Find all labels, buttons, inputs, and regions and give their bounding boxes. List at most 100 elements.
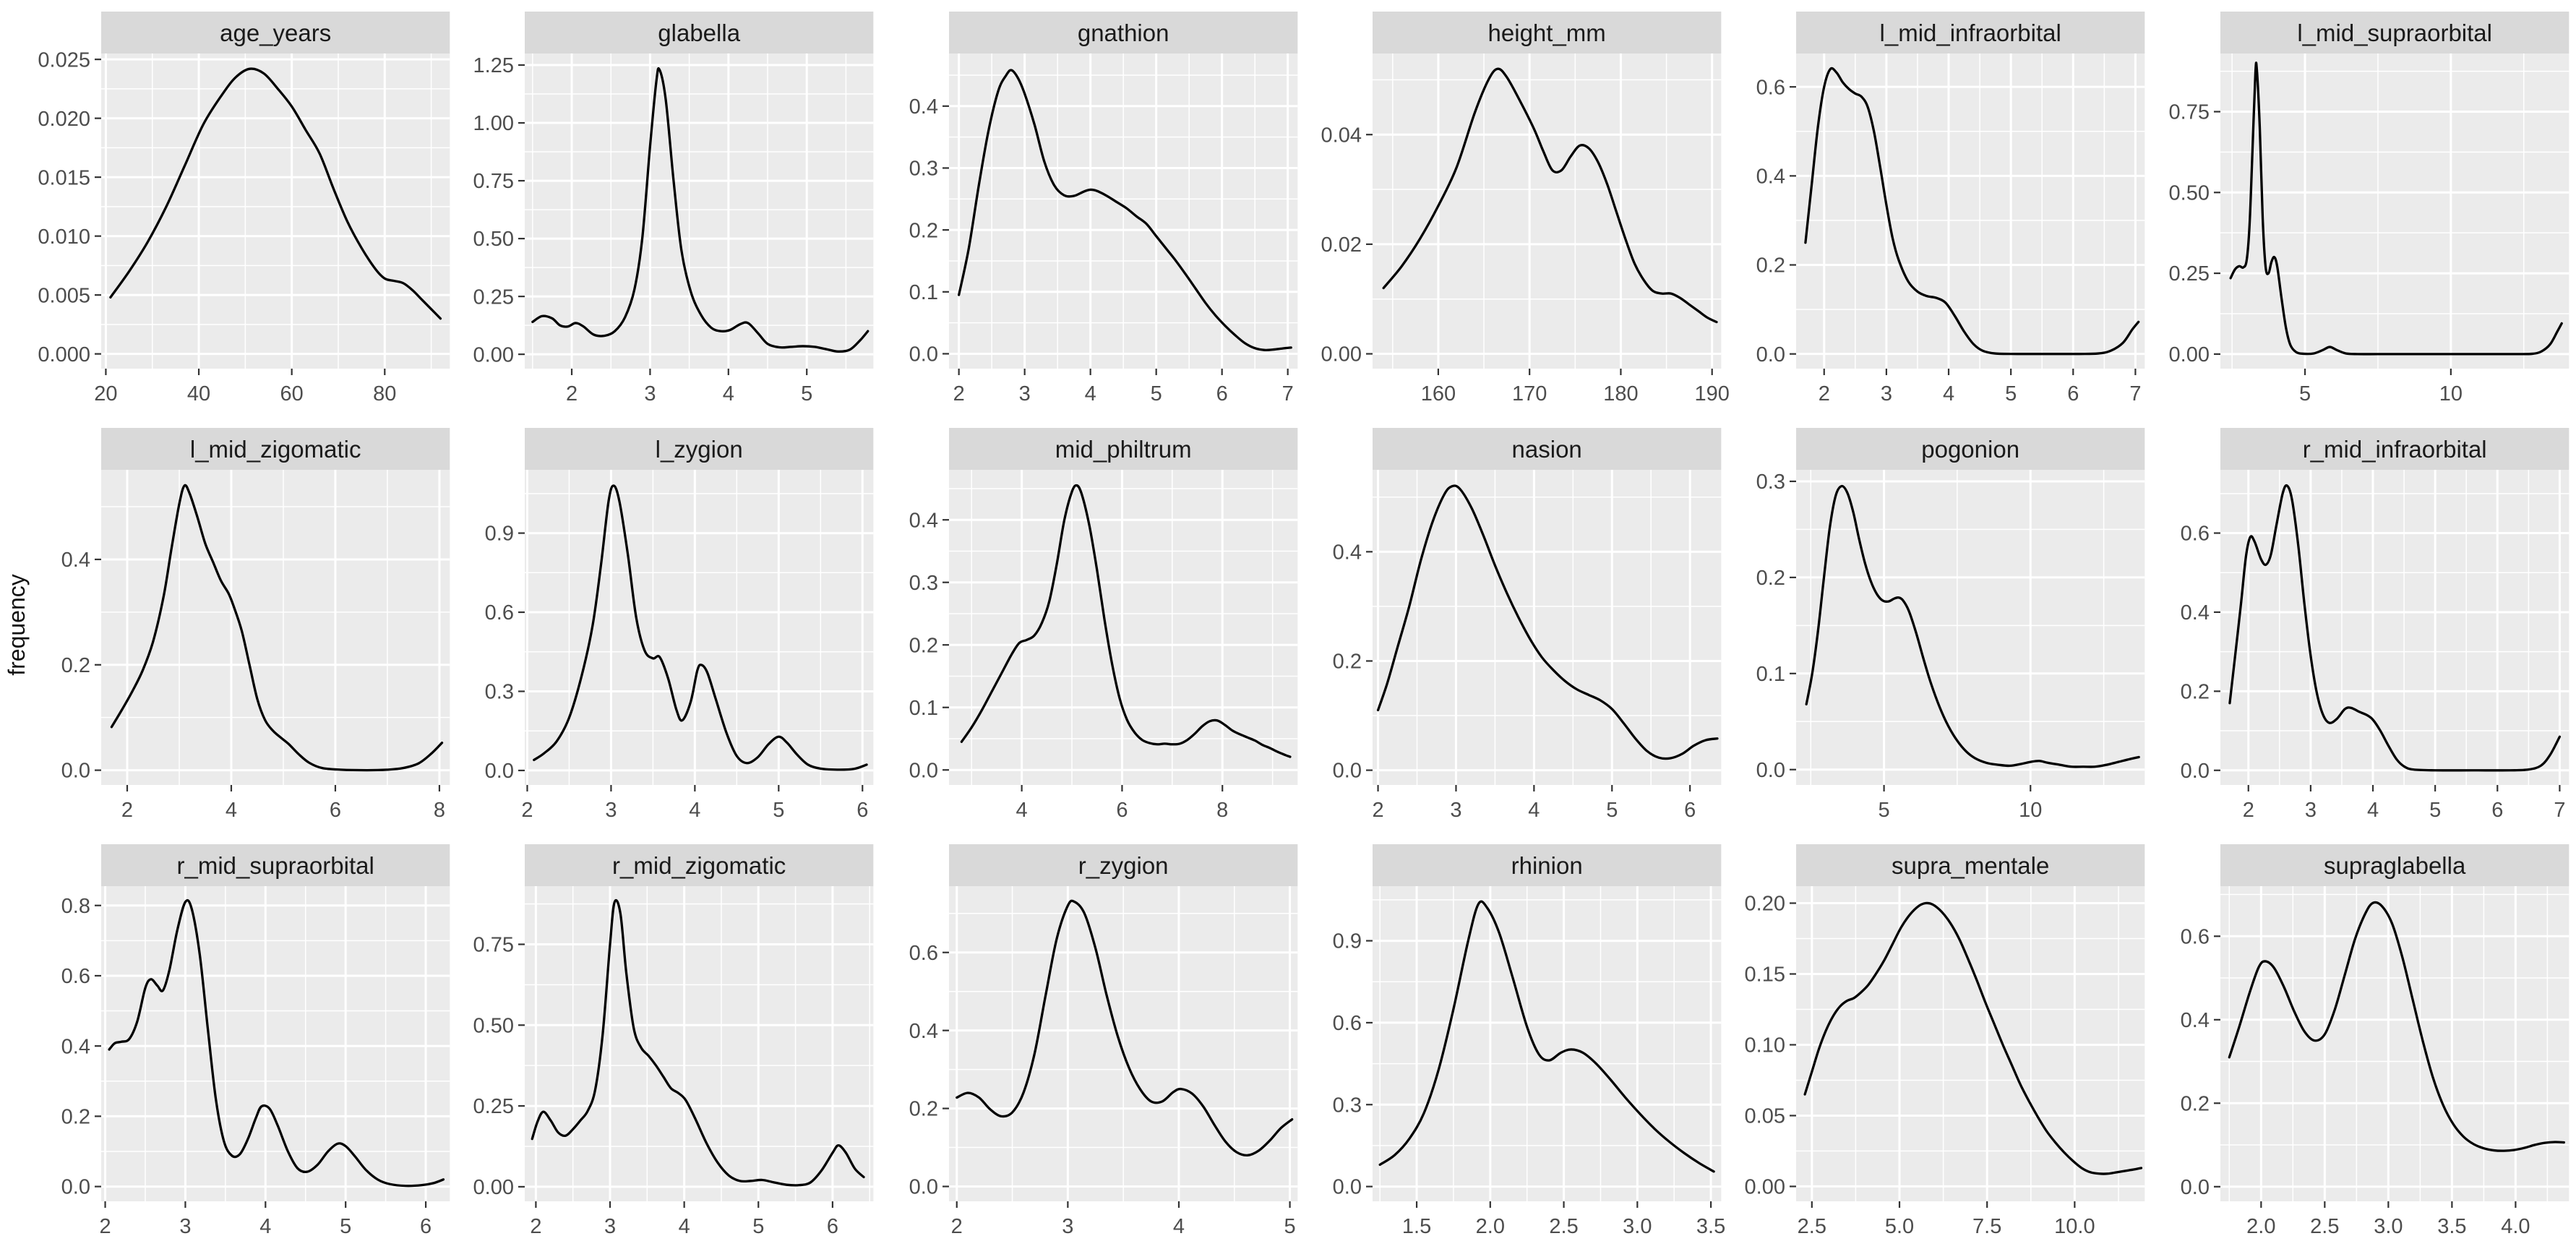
facet-strip	[948, 844, 1297, 886]
strip-title: age_years	[220, 20, 331, 46]
facet-strip	[2220, 844, 2569, 886]
strip-title: r_mid_infraorbital	[2302, 436, 2486, 463]
x-tick-label: 6	[857, 799, 869, 822]
x-tick-label: 6	[2491, 799, 2503, 822]
facet-panel-nasion: 0.0 0.2 0.4 2 3 4 5 6 nasion	[1333, 428, 1722, 822]
facet-strip	[2220, 428, 2569, 470]
y-tick-label: 0.3	[1756, 471, 1785, 494]
facet-strip	[1796, 428, 2145, 470]
facet-strip	[1796, 12, 2145, 53]
x-tick-label: 8	[1216, 799, 1228, 822]
y-tick-label: 0.0	[1756, 759, 1785, 782]
y-axis-title-container: frequency	[0, 0, 33, 1249]
y-tick-label: 0.00	[473, 343, 514, 366]
x-tick-label: 4	[2367, 799, 2379, 822]
x-tick-label: 170	[1512, 382, 1547, 405]
y-tick-label: 0.0	[1756, 343, 1785, 366]
y-tick-label: 0.25	[473, 286, 514, 309]
panel-background	[1373, 53, 1722, 369]
x-tick-label: 3	[179, 1215, 191, 1238]
x-tick-label: 7	[2130, 382, 2142, 405]
x-tick-label: 4	[723, 382, 734, 405]
density-curve	[108, 898, 445, 1188]
y-tick-label: 0.10	[1745, 1034, 1785, 1057]
panel-background	[101, 53, 450, 369]
facet-panel-r-mid-infraorbital: 0.0 0.2 0.4 0.6 2 3 4 5 6 7 r_mid_infraorbital	[2180, 428, 2569, 822]
x-tick-label: 4	[226, 799, 237, 822]
strip-title: pogonion	[1922, 436, 2020, 463]
density-curve	[531, 898, 865, 1187]
y-tick-label: 0.00	[1321, 343, 1362, 366]
x-tick-label: 5	[1150, 382, 1162, 405]
x-tick-label: 7.5	[1972, 1215, 2001, 1238]
facet-panel-age-years: 0.000 0.005 0.010 0.015 0.020 0.025 20 40 60 80 ag…	[38, 12, 450, 405]
facet-strip	[1373, 428, 1722, 470]
y-tick-label: 0.0	[2180, 1176, 2209, 1199]
y-tick-label: 0.2	[909, 219, 937, 242]
x-tick-label: 4.0	[2501, 1215, 2530, 1238]
facet-strip	[525, 12, 874, 53]
density-curve	[533, 484, 869, 771]
strip-title: r_mid_supraorbital	[177, 852, 374, 879]
facet-strip	[525, 428, 874, 470]
density-curve	[1804, 66, 2140, 356]
x-tick-label: 5	[2299, 382, 2311, 405]
facet-strip	[948, 12, 1297, 53]
x-tick-label: 5	[1284, 1215, 1295, 1238]
y-tick-label: 0.4	[61, 1035, 90, 1058]
strip-title: l_mid_infraorbital	[1880, 20, 2061, 46]
x-tick-label: 6	[420, 1215, 432, 1238]
y-tick-label: 0.75	[2168, 101, 2209, 124]
x-tick-label: 6	[1684, 799, 1696, 822]
density-curve	[1376, 484, 1719, 760]
y-tick-label: 0.1	[909, 281, 937, 304]
x-tick-label: 3	[2304, 799, 2316, 822]
panel-background	[2220, 886, 2569, 1201]
y-tick-label: 0.6	[1756, 76, 1785, 99]
x-tick-label: 2	[950, 1215, 962, 1238]
strip-title: gnathion	[1078, 20, 1169, 46]
x-tick-label: 6	[1216, 382, 1227, 405]
y-tick-label: 0.4	[909, 95, 937, 119]
facet-strip	[948, 428, 1297, 470]
x-tick-label: 2.0	[2246, 1215, 2275, 1238]
x-tick-label: 3.0	[2374, 1215, 2403, 1238]
facet-strip	[1796, 844, 2145, 886]
x-tick-label: 10	[2439, 382, 2462, 405]
density-curve	[1805, 484, 2141, 768]
y-tick-label: 0.50	[473, 228, 514, 251]
x-tick-label: 3	[1018, 382, 1030, 405]
x-tick-label: 6	[827, 1215, 838, 1238]
x-tick-label: 6	[1116, 799, 1128, 822]
density-curve	[531, 66, 870, 353]
y-tick-label: 0.6	[909, 942, 937, 965]
y-tick-label: 0.4	[909, 1020, 937, 1043]
panel-background	[1796, 53, 2145, 369]
x-tick-label: 1.5	[1402, 1215, 1431, 1238]
strip-title: l_mid_supraorbital	[2297, 20, 2492, 46]
x-tick-label: 2.5	[1549, 1215, 1578, 1238]
y-tick-label: 0.2	[1333, 651, 1362, 674]
facet-strip	[101, 844, 450, 886]
x-tick-label: 3	[604, 1215, 616, 1238]
panel-background	[1796, 470, 2145, 785]
strip-title: height_mm	[1488, 20, 1606, 46]
y-tick-label: 0.2	[2180, 1092, 2209, 1115]
x-tick-label: 3.0	[1623, 1215, 1652, 1238]
y-tick-label: 0.4	[909, 509, 937, 532]
x-tick-label: 3.5	[2437, 1215, 2466, 1238]
y-tick-label: 0.020	[38, 108, 90, 131]
x-tick-label: 5	[801, 382, 812, 405]
x-tick-label: 2	[531, 1215, 542, 1238]
facet-strip	[525, 844, 874, 886]
panel-background	[1373, 470, 1722, 785]
x-tick-label: 3	[1450, 799, 1461, 822]
y-tick-label: 0.50	[473, 1014, 514, 1037]
facet-panel-rhinion: 0.0 0.3 0.6 0.9 1.5 2.0 2.5 3.0 3.5 rhinion	[1333, 844, 1725, 1238]
y-tick-label: 0.6	[61, 965, 90, 988]
y-tick-label: 0.20	[1745, 893, 1785, 916]
x-tick-label: 2	[121, 799, 133, 822]
panel-background	[948, 470, 1297, 785]
y-tick-label: 0.6	[1333, 1012, 1362, 1035]
y-tick-label: 0.05	[1745, 1105, 1785, 1128]
